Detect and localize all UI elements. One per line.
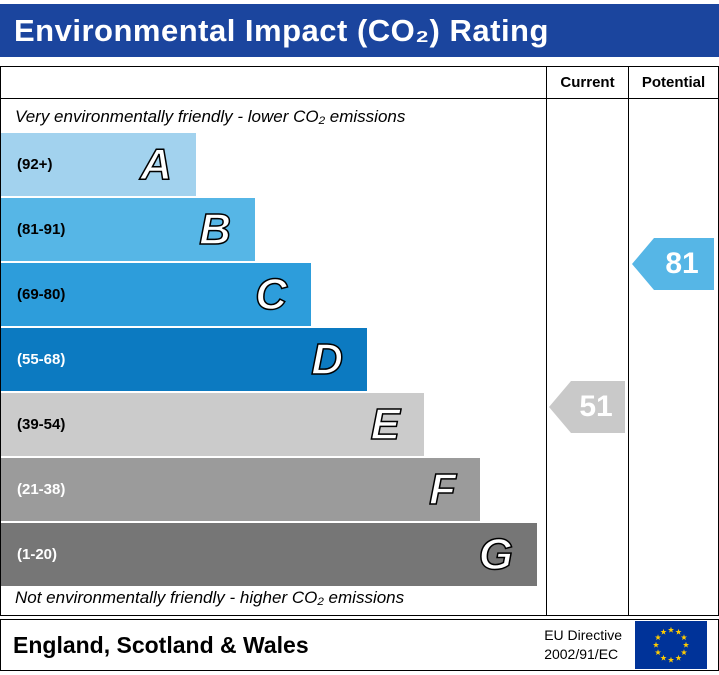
bands-container: (92+) A (81-91) B (69-80) C (55-68) D (3… bbox=[1, 133, 546, 588]
potential-column-header: Potential bbox=[628, 67, 718, 99]
band-row-f: (21-38) F bbox=[1, 458, 480, 521]
band-range-label: (55-68) bbox=[17, 351, 66, 368]
band-letter: F bbox=[428, 464, 456, 514]
band-range-label: (21-38) bbox=[17, 481, 66, 498]
potential-rating-value: 81 bbox=[665, 247, 699, 280]
band-letter: E bbox=[370, 399, 401, 449]
band-letter: D bbox=[310, 334, 343, 384]
chart-title-bar: Environmental Impact (CO₂) Rating bbox=[0, 4, 719, 57]
band-range-label: (81-91) bbox=[17, 221, 66, 238]
page-title: Environmental Impact (CO₂) Rating bbox=[14, 12, 549, 48]
band-row-g: (1-20) G bbox=[1, 523, 537, 586]
band-row-d: (55-68) D bbox=[1, 328, 367, 391]
current-rating-value: 51 bbox=[579, 390, 613, 423]
rating-chart: Current Potential Very environmentally f… bbox=[0, 66, 719, 616]
top-note: Very environmentally friendly - lower CO… bbox=[15, 107, 406, 126]
band-range-label: (69-80) bbox=[17, 286, 66, 303]
header-spacer bbox=[1, 67, 546, 99]
bottom-note: Not environmentally friendly - higher CO… bbox=[15, 588, 405, 607]
eu-directive-line1: EU Directive bbox=[544, 627, 622, 644]
eu-directive-line2: 2002/91/EC bbox=[544, 646, 619, 662]
band-range-label: (92+) bbox=[17, 156, 53, 173]
eu-flag-icon bbox=[635, 621, 707, 669]
band-letter: A bbox=[139, 139, 172, 189]
band-range-label: (39-54) bbox=[17, 416, 66, 433]
potential-rating-arrow: 81 bbox=[632, 238, 714, 290]
band-row-b: (81-91) B bbox=[1, 198, 255, 261]
band-row-c: (69-80) C bbox=[1, 263, 311, 326]
band-letter: G bbox=[478, 529, 514, 579]
eu-directive-label: EU Directive 2002/91/EC bbox=[544, 626, 622, 664]
potential-column: 81 bbox=[628, 99, 718, 615]
bands-area: Very environmentally friendly - lower CO… bbox=[1, 99, 546, 615]
current-column-header: Current bbox=[546, 67, 628, 99]
current-rating-arrow: 51 bbox=[549, 381, 625, 433]
band-letter: B bbox=[198, 204, 231, 254]
band-row-e: (39-54) E bbox=[1, 393, 424, 456]
band-row-a: (92+) A bbox=[1, 133, 196, 196]
band-letter: C bbox=[254, 269, 287, 319]
band-range-label: (1-20) bbox=[17, 546, 58, 563]
current-column: 51 bbox=[546, 99, 628, 615]
region-label: England, Scotland & Wales bbox=[13, 631, 309, 658]
footer: England, Scotland & Wales EU Directive 2… bbox=[0, 619, 719, 671]
